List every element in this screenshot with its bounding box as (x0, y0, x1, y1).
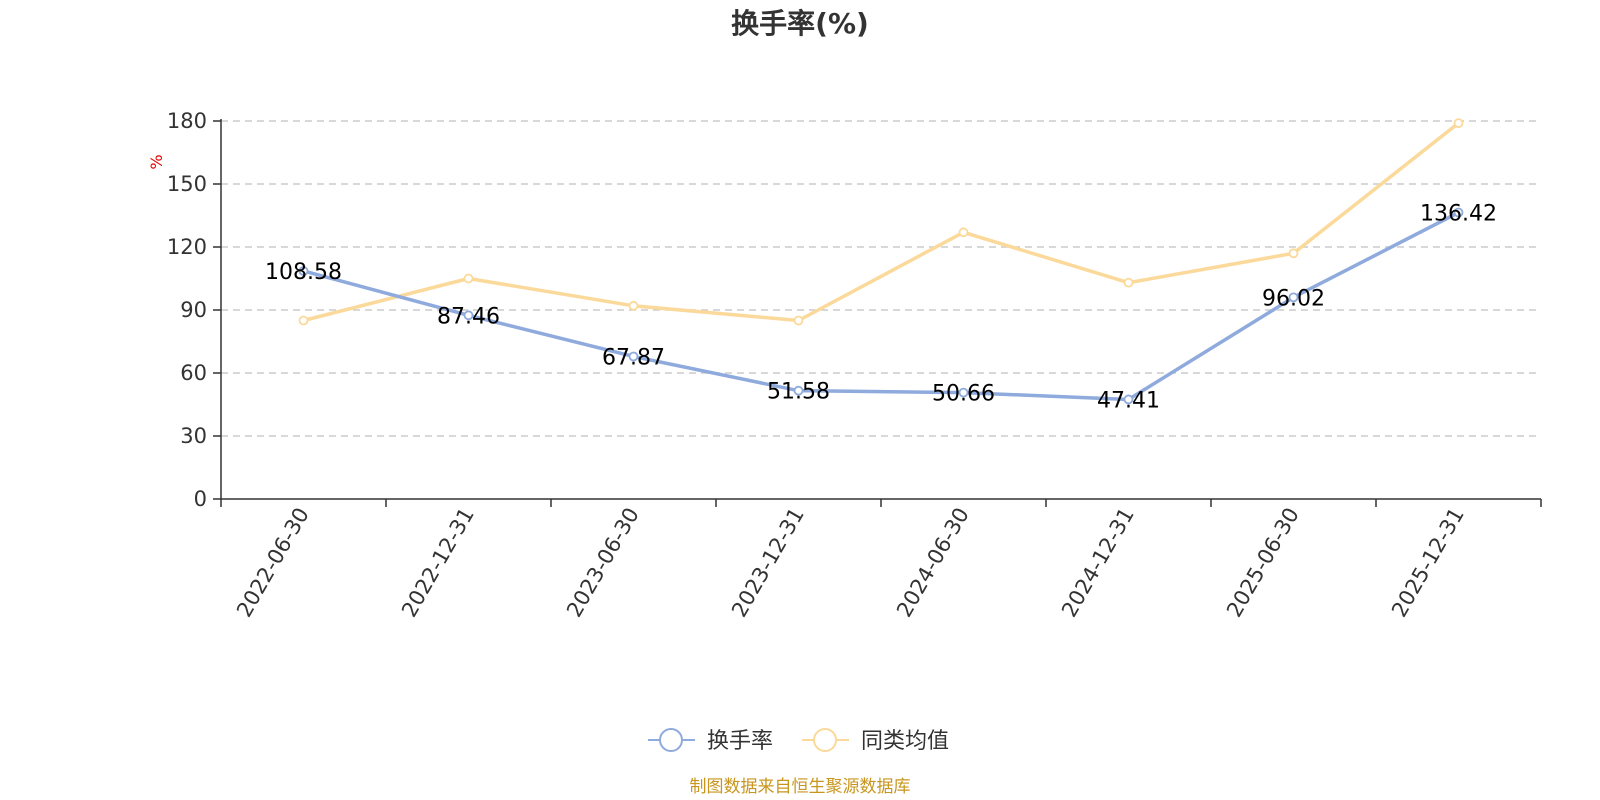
y-tick-label-90: 90 (180, 298, 207, 322)
legend-turnover-marker (659, 728, 683, 752)
point-turnover-2022-12-31[interactable] (463, 310, 474, 321)
data-label-turnover-2023-06-30: 67.87 (602, 345, 665, 370)
x-tick-label-2022-12-31: 2022-12-31 (397, 504, 479, 622)
data-label-turnover-2023-12-31: 51.58 (767, 380, 830, 405)
y-tick-label-60: 60 (180, 361, 207, 385)
point-peer-average-2023-06-30[interactable] (628, 300, 639, 311)
x-tick-label-2024-06-30: 2024-06-30 (892, 504, 974, 622)
x-tick-labels: 2022-06-30 2022-12-31 2023-06-30 2023-12-31… (232, 504, 1469, 622)
series-line-peer-average (301, 121, 1461, 323)
point-peer-average-2022-06-30[interactable] (298, 315, 309, 326)
series-peer-average (298, 118, 1464, 326)
legend-item-turnover[interactable]: 换手率 (648, 728, 773, 754)
legend-turnover-label: 换手率 (707, 729, 773, 754)
x-tick-label-2025-06-30: 2025-06-30 (1222, 504, 1304, 622)
y-tick-label-180: 180 (167, 109, 207, 133)
point-peer-average-2025-12-31[interactable] (1453, 118, 1464, 128)
point-peer-average-2023-12-31[interactable] (793, 315, 804, 326)
y-tick-labels: 0 30 60 90 120 150 180 (167, 109, 207, 511)
point-turnover-2025-06-30[interactable] (1288, 292, 1299, 303)
data-label-turnover-2022-12-31: 87.46 (437, 304, 500, 329)
data-source-note: 制图数据来自恒生聚源数据库 (690, 777, 911, 797)
grid-lines (221, 120, 1541, 437)
y-tick-label-30: 30 (180, 424, 207, 448)
point-turnover-2025-12-31[interactable] (1453, 207, 1464, 218)
series-line-turnover (301, 210, 1461, 402)
legend-peer-label: 同类均值 (861, 729, 949, 754)
legend-peer-marker (813, 728, 837, 752)
data-label-turnover-2022-06-30: 108.58 (265, 260, 342, 285)
point-turnover-2024-06-30[interactable] (958, 387, 969, 398)
x-tick-label-2025-12-31: 2025-12-31 (1387, 504, 1469, 622)
point-peer-average-2025-06-30[interactable] (1288, 248, 1299, 259)
x-tick-label-2024-12-31: 2024-12-31 (1057, 504, 1139, 622)
y-tick-label-150: 150 (167, 172, 207, 196)
point-turnover-2023-06-30[interactable] (628, 351, 639, 362)
point-peer-average-2024-12-31[interactable] (1123, 277, 1134, 288)
axes (213, 119, 1542, 507)
series-lines (298, 118, 1464, 405)
data-labels: 108.58 87.46 67.87 51.58 50.66 47.41 96.02 136.… (265, 202, 1497, 414)
data-label-turnover-2025-06-30: 96.02 (1262, 286, 1325, 311)
y-tick-label-0: 0 (194, 487, 207, 511)
chart-title: 换手率(%) (731, 7, 869, 40)
data-label-turnover-2025-12-31: 136.42 (1420, 202, 1497, 227)
data-label-turnover-2024-06-30: 50.66 (932, 382, 995, 407)
point-peer-average-2022-12-31[interactable] (463, 273, 474, 284)
point-peer-average-2024-06-30[interactable] (958, 227, 969, 238)
data-label-turnover-2024-12-31: 47.41 (1097, 388, 1160, 413)
series-turnover (298, 207, 1464, 405)
point-turnover-2023-12-31[interactable] (793, 385, 804, 396)
legend: 换手率 同类均值 (648, 728, 949, 754)
x-tick-label-2023-06-30: 2023-06-30 (562, 504, 644, 622)
point-turnover-2024-12-31[interactable] (1123, 394, 1134, 405)
x-tick-label-2023-12-31: 2023-12-31 (727, 504, 809, 622)
y-tick-label-120: 120 (167, 235, 207, 259)
point-turnover-2022-06-30[interactable] (298, 266, 309, 276)
y-axis-unit-label: % (147, 154, 166, 169)
x-tick-label-2022-06-30: 2022-06-30 (232, 504, 314, 622)
legend-item-peer-average[interactable]: 同类均值 (802, 728, 949, 754)
